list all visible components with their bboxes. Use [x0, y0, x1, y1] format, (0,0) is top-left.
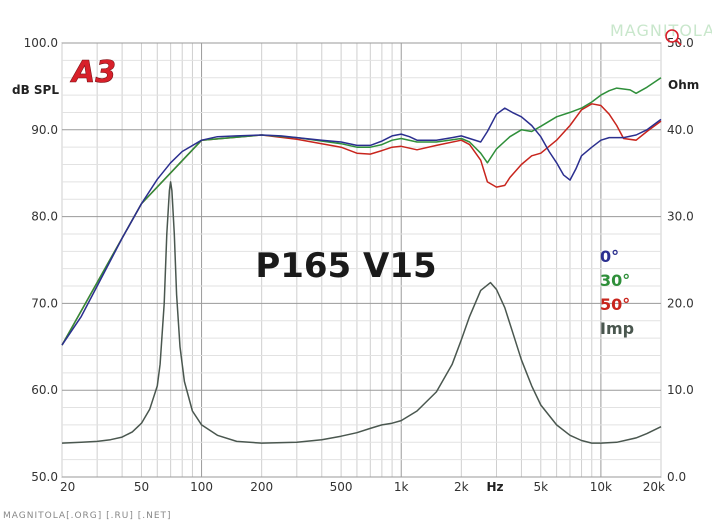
legend: 0° 30° 50° Imp [600, 247, 634, 338]
y2-tick-label: 10.0 [667, 383, 694, 397]
series-line [61, 77, 662, 346]
y-tick-label: 60.0 [31, 383, 58, 397]
y2-tick-label: 0.0 [667, 470, 686, 484]
y2-tick-label: 50.0 [667, 36, 694, 50]
watermark-top: MAGNITOLA [610, 21, 712, 40]
y2-tick-label: 30.0 [667, 210, 694, 224]
y-tick-label: 70.0 [31, 296, 58, 310]
x-tick-label: 500 [330, 480, 353, 494]
x-tick-label: 20k [643, 480, 665, 494]
x-tick-label: 1k [394, 480, 409, 494]
x-tick-label: 100 [190, 480, 213, 494]
logo-a3: A3 [70, 55, 116, 90]
y-tick-label: 90.0 [31, 123, 58, 137]
legend-entry: 30° [600, 271, 630, 290]
series-line [61, 103, 662, 346]
legend-entry: Imp [600, 319, 634, 338]
y-tick-label: 100.0 [24, 36, 58, 50]
x-tick-label: 2k [454, 480, 469, 494]
y-tick-label: 80.0 [31, 210, 58, 224]
chart-title: P165 V15 [255, 246, 436, 286]
y-tick-label: 50.0 [31, 470, 58, 484]
x-tick-label: 20 [60, 480, 75, 494]
x-tick-label: 200 [250, 480, 273, 494]
legend-entry: 0° [600, 247, 619, 266]
right-axis-label: Ohm [668, 78, 699, 92]
axis-ticks: 50.0 60.0 70.0 80.0 90.0 100.0 0.0 10.0 20.0 30.0… [24, 36, 694, 494]
series-line [61, 181, 662, 444]
x-tick-label: 50 [134, 480, 149, 494]
x-unit-label: Hz [486, 480, 503, 494]
watermark-magnifier-icon [665, 29, 679, 43]
watermark-magnifier-handle [675, 39, 682, 46]
series-layer [61, 77, 662, 444]
x-tick-label: 10k [590, 480, 612, 494]
watermark-bottom: MAGNITOLA[.ORG] [.RU] [.NET] [3, 511, 172, 521]
y2-tick-label: 20.0 [667, 296, 694, 310]
series-line [61, 107, 662, 346]
y2-tick-label: 40.0 [667, 123, 694, 137]
legend-entry: 50° [600, 295, 630, 314]
x-tick-label: 5k [533, 480, 548, 494]
left-axis-label: dB SPL [12, 83, 59, 97]
